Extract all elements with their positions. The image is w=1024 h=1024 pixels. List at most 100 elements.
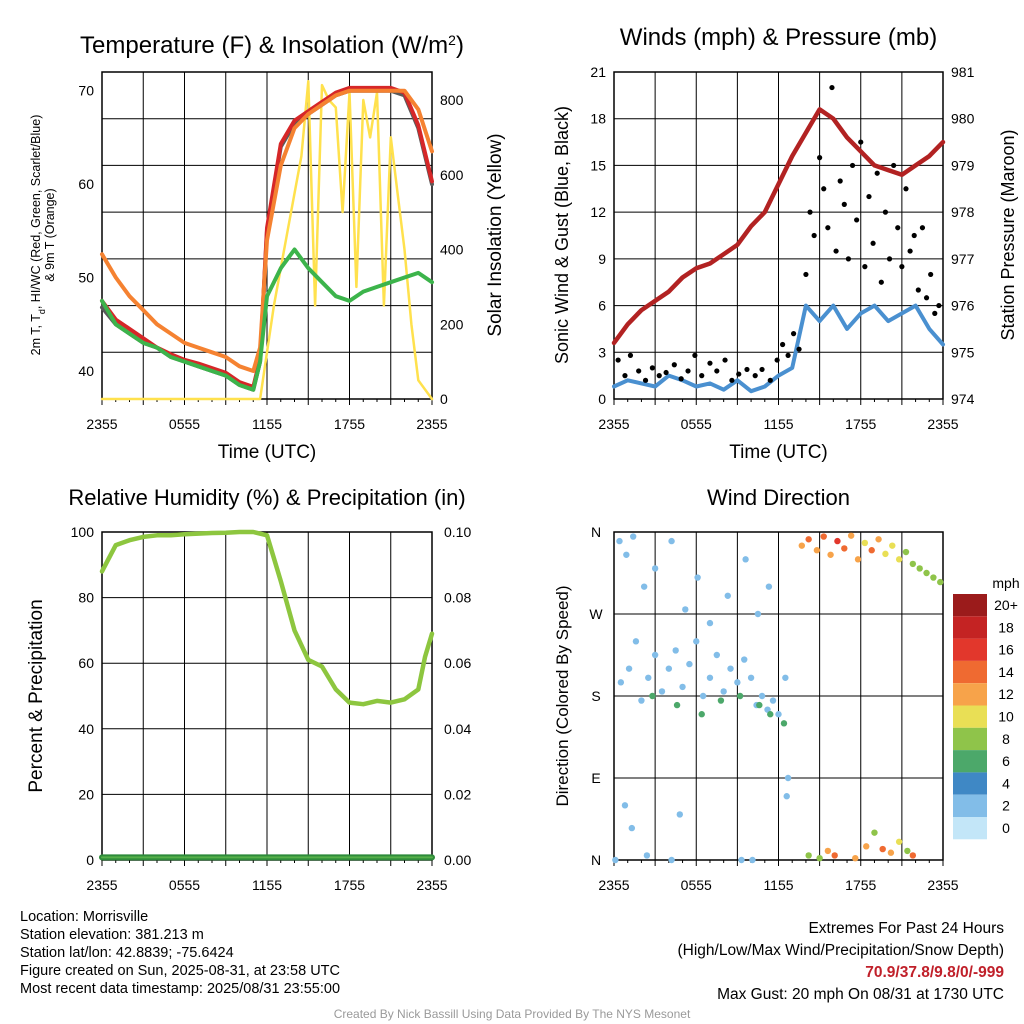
direction-point (805, 852, 812, 859)
wind-y2tick-label: 976 (951, 298, 975, 314)
colorbar-label: 16 (998, 642, 1014, 658)
gust-point (752, 373, 758, 379)
direction-point (909, 852, 917, 859)
wind-y2tick-label: 979 (951, 157, 975, 173)
direction-point (706, 619, 714, 627)
colorbar-label: 8 (1002, 731, 1010, 747)
wind-ytick-label: 0 (598, 391, 606, 407)
gust-point (780, 341, 786, 348)
direction-point (699, 692, 707, 700)
colorbar-label: 10 (998, 709, 1014, 725)
direction-point (717, 697, 725, 704)
temp-y2tick-label: 200 (440, 316, 464, 332)
direction-point (694, 574, 701, 581)
dir-ytick-label: S (591, 688, 600, 704)
gust-point (932, 310, 938, 316)
direction-point (706, 674, 714, 681)
gust-point (936, 302, 942, 309)
gust-point (796, 346, 802, 352)
gust-point (790, 331, 797, 337)
direction-point (930, 574, 937, 581)
direction-point (816, 854, 823, 862)
gust-point (915, 287, 921, 293)
direction-point (887, 849, 895, 856)
gust-point (891, 162, 897, 169)
temp-ytick-label: 50 (78, 270, 94, 286)
gust-point (911, 232, 917, 239)
direction-point (824, 847, 832, 855)
rh-ytick-label: 60 (78, 655, 94, 671)
temp-title: Temperature (F) & Insolation (W/m2) (80, 32, 464, 59)
gust-point (829, 84, 835, 91)
wind-xtick-label: 2355 (598, 416, 629, 432)
colorbar-swatch (953, 638, 987, 661)
gust-point (807, 209, 813, 215)
direction-point (720, 688, 727, 695)
direction-point (847, 532, 855, 539)
extremes-subtitle: (High/Low/Max Wind/Precipitation/Snow De… (677, 942, 1005, 959)
colorbar-swatch (953, 817, 987, 840)
wind-y2tick-label: 977 (951, 251, 975, 267)
wind-xlabel: Time (UTC) (729, 442, 828, 463)
station-info: Location: Morrisville Station elevation:… (20, 908, 340, 998)
pressure-line (611, 107, 946, 346)
gust-point (854, 217, 860, 223)
direction-point (682, 606, 689, 613)
direction-point (831, 852, 838, 859)
direction-point (668, 856, 675, 864)
direction-point (612, 856, 619, 864)
gust-point (671, 362, 677, 368)
direction-point (665, 665, 673, 672)
temp-ytick-label: 60 (78, 176, 94, 192)
direction-point (643, 852, 651, 859)
gust-point (767, 377, 773, 383)
gust-point (707, 360, 713, 366)
direction-point (632, 638, 640, 645)
direction-point (736, 692, 744, 700)
gust-point (803, 271, 809, 278)
dir-ytick-label: W (589, 606, 603, 622)
colorbar-swatch (953, 750, 987, 773)
gust-point (649, 365, 655, 371)
wind-xtick-label: 1155 (763, 416, 793, 432)
gust-point (886, 256, 893, 262)
colorbar-label: 12 (998, 686, 1014, 702)
temp-xtick-label: 1155 (252, 416, 282, 432)
direction-point (784, 774, 792, 782)
rh-xtick-label: 0555 (169, 877, 200, 893)
station-latlon: Station lat/lon: 42.8839; -75.6424 (20, 945, 234, 961)
colorbar-swatch (953, 794, 987, 817)
direction-point (758, 692, 766, 700)
temp-xtick-label: 2355 (416, 416, 447, 432)
direction-point (798, 542, 806, 549)
direction-point (629, 533, 637, 540)
gust-point (878, 279, 884, 285)
dir-xtick-label: 2355 (927, 877, 958, 893)
direction-point (783, 793, 790, 800)
temp-xtick-label: 1755 (334, 416, 365, 432)
extremes-values: 70.9/37.8/9.8/0/-999 (865, 964, 1004, 981)
gust-point (736, 371, 742, 377)
wind-y2tick-label: 974 (951, 391, 975, 407)
gust-point (774, 357, 780, 363)
direction-point (623, 551, 630, 558)
gust-point (685, 368, 691, 374)
gust-point (837, 178, 843, 184)
direction-point (916, 565, 923, 572)
direction-point (841, 545, 848, 552)
gust-point (849, 162, 856, 169)
direction-point (617, 679, 625, 686)
direction-point (645, 674, 652, 681)
colorbar-swatch (953, 660, 987, 684)
direction-point (861, 539, 869, 547)
direction-point (756, 701, 763, 709)
gust-point (744, 366, 750, 373)
direction-point (724, 592, 731, 599)
wind-y2tick-label: 981 (951, 64, 975, 80)
direction-point (827, 551, 834, 558)
gust-point (895, 225, 901, 231)
direction-point (780, 720, 788, 727)
direction-point (923, 569, 930, 577)
direction-point (767, 711, 774, 718)
direction-point (769, 697, 777, 704)
